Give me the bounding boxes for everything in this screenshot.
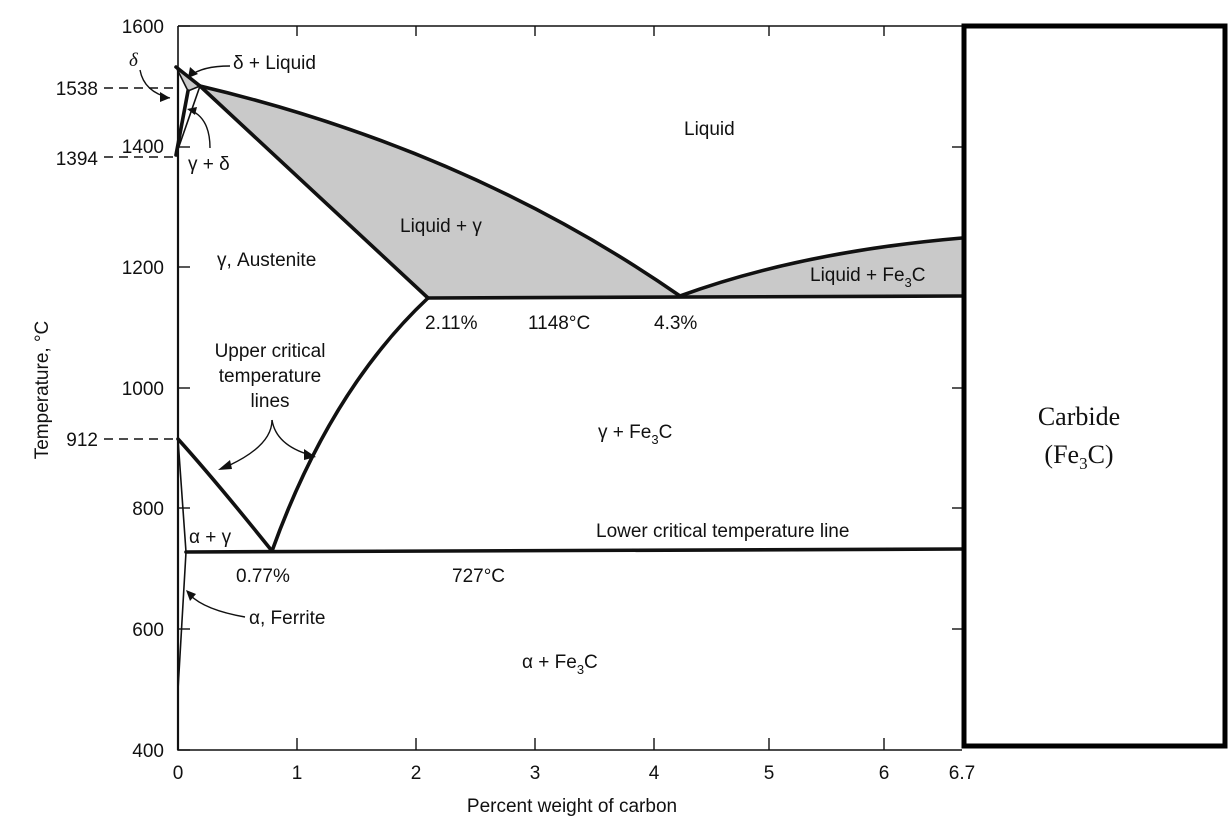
label-liquid-fe3c: Liquid + Fe3C <box>810 265 926 290</box>
liquid-gamma-region <box>200 86 680 298</box>
tick-marks <box>178 25 962 751</box>
y-axis-title: Temperature, °C <box>32 321 53 460</box>
annotation-upper-critical-1: Upper critical <box>215 341 326 362</box>
carbide-box-line1: Carbide <box>1038 402 1120 431</box>
x-tick-2: 2 <box>411 763 422 784</box>
label-delta: δ <box>129 50 139 71</box>
solidus-gamma <box>198 84 430 300</box>
liquidus-left <box>198 84 682 298</box>
acm-line <box>270 296 430 553</box>
a3-line <box>176 437 274 553</box>
label-gamma-fe3c: γ + Fe3C <box>598 422 672 447</box>
label-delta-liquid: δ + Liquid <box>233 53 316 74</box>
y-tick-600: 600 <box>132 620 164 641</box>
x-tick-6: 6 <box>879 763 890 784</box>
annotation-1148c: 1148°C <box>528 313 590 334</box>
temp-1394-label: 1394 <box>56 149 99 170</box>
label-gamma-delta: γ + δ <box>188 154 230 175</box>
y-tick-400: 400 <box>132 741 164 762</box>
label-alpha-gamma: α + γ <box>189 527 232 548</box>
x-tick-6-7: 6.7 <box>949 763 975 784</box>
annotation-0-77-percent: 0.77% <box>236 566 290 587</box>
y-tick-1600: 1600 <box>122 17 164 38</box>
delta-liquidus <box>174 65 202 88</box>
x-tick-3: 3 <box>530 763 541 784</box>
carbide-box-line2: (Fe3C) <box>1044 440 1113 473</box>
annotation-4-3-percent: 4.3% <box>654 313 697 334</box>
annotation-lower-critical: Lower critical temperature line <box>596 521 849 542</box>
annotation-upper-critical-3: lines <box>250 391 289 412</box>
label-alpha-fe3c: α + Fe3C <box>522 652 598 677</box>
eutectoid-line <box>184 547 964 554</box>
x-tick-5: 5 <box>764 763 775 784</box>
label-ferrite: α, Ferrite <box>249 608 325 629</box>
y-tick-1200: 1200 <box>122 258 164 279</box>
eutectic-line <box>426 294 964 300</box>
y-tick-800: 800 <box>132 499 164 520</box>
liquidus-right <box>678 236 964 298</box>
label-austenite: γ, Austenite <box>217 250 316 271</box>
liquid-fe3c-region <box>680 238 962 296</box>
x-tick-0: 0 <box>173 763 184 784</box>
annotation-upper-critical-2: temperature <box>219 366 321 387</box>
temp-1538-label: 1538 <box>56 79 98 100</box>
label-liquid: Liquid <box>684 119 735 140</box>
y-tick-1400: 1400 <box>122 137 164 158</box>
x-tick-1: 1 <box>292 763 303 784</box>
delta-gamma-upper <box>175 85 201 156</box>
x-axis-title: Percent weight of carbon <box>467 796 677 817</box>
annotation-2-11-percent: 2.11% <box>425 313 478 334</box>
temp-912-label: 912 <box>66 430 98 451</box>
x-tick-4: 4 <box>649 763 660 784</box>
label-liquid-gamma: Liquid + γ <box>400 216 482 237</box>
y-tick-1000: 1000 <box>122 379 164 400</box>
carbide-box <box>961 23 1228 749</box>
annotation-727c: 727°C <box>452 566 505 587</box>
leader-arrows <box>139 65 316 618</box>
alpha-solvus <box>177 438 187 691</box>
